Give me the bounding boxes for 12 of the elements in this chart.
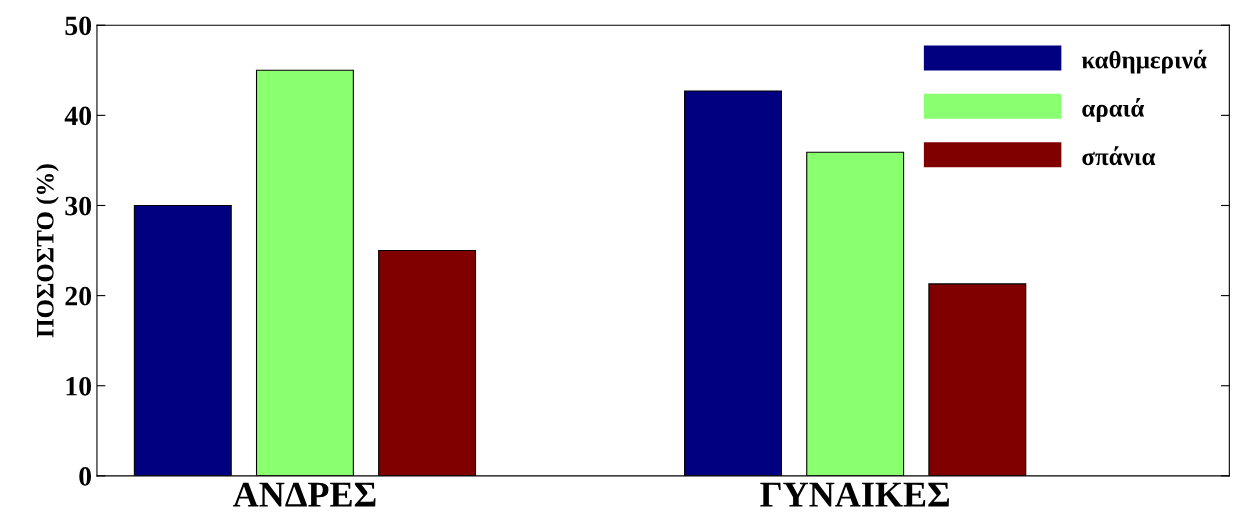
y-tick-label: 40 [64, 106, 92, 126]
y-tick-label: 20 [65, 286, 92, 306]
x-tick-label: ΓΥΝΑΙΚΕΣ [760, 482, 949, 507]
y-axis-title: ΠΟΣΟΣΤΟ (%) [36, 164, 59, 338]
legend-label: καθημερινά [1081, 49, 1207, 74]
text: σπάνια [1082, 146, 1156, 166]
y-tick-label: 0 [79, 467, 92, 486]
x-tick-label: ΑΝΔΡΕΣ [233, 482, 376, 507]
y-tick-label: 10 [66, 376, 92, 396]
text: αραιά [1082, 97, 1145, 122]
y-tick-label: 50 [65, 16, 92, 36]
y-tick-label: 30 [65, 196, 92, 216]
